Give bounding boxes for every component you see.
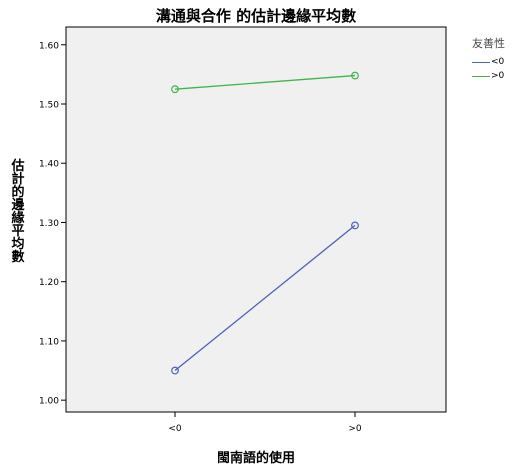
y-tick-label: 1.00 bbox=[39, 397, 59, 407]
data-point bbox=[171, 85, 179, 94]
legend-item: <0 bbox=[472, 56, 512, 68]
plot-area bbox=[65, 26, 447, 413]
legend-swatch bbox=[472, 76, 490, 77]
legend-item: >0 bbox=[472, 70, 512, 82]
legend-label: <0 bbox=[491, 57, 505, 67]
legend-swatch bbox=[472, 62, 490, 63]
y-tick-label: 1.30 bbox=[39, 219, 59, 229]
x-tick-label: <0 bbox=[168, 424, 182, 434]
data-point bbox=[351, 71, 359, 80]
y-axis-label: 估計的邊緣平均數 bbox=[11, 159, 25, 265]
series-line bbox=[174, 74, 356, 90]
series-line bbox=[174, 224, 356, 372]
legend-title: 友善性 bbox=[472, 37, 505, 50]
data-point bbox=[171, 366, 179, 375]
x-axis-label: 閩南語的使用 bbox=[216, 451, 295, 466]
x-tick-label: >0 bbox=[348, 424, 362, 434]
y-tick-label: 1.50 bbox=[39, 101, 59, 111]
data-point bbox=[351, 221, 359, 230]
chart-title: 溝通與合作 的估計邊緣平均數 bbox=[155, 7, 357, 25]
y-tick-label: 1.20 bbox=[39, 278, 59, 288]
y-tick-label: 1.60 bbox=[39, 41, 59, 51]
legend-label: >0 bbox=[491, 71, 505, 81]
y-tick-label: 1.10 bbox=[39, 337, 59, 347]
y-tick-label: 1.40 bbox=[39, 160, 59, 170]
